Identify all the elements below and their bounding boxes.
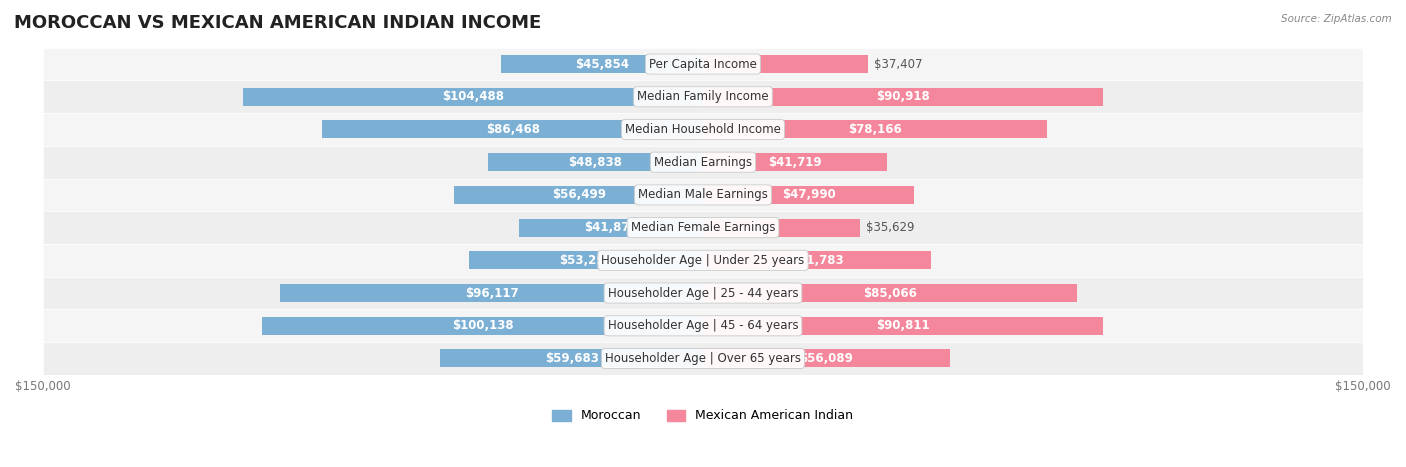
Text: Householder Age | Over 65 years: Householder Age | Over 65 years [605, 352, 801, 365]
Bar [322, 120, 703, 139]
Bar [42, 178, 1364, 211]
Bar [703, 219, 860, 237]
Text: $100,138: $100,138 [451, 319, 513, 333]
Bar [42, 211, 1364, 244]
Legend: Moroccan, Mexican American Indian: Moroccan, Mexican American Indian [547, 404, 859, 427]
Bar [519, 219, 703, 237]
Text: $56,089: $56,089 [800, 352, 853, 365]
Text: MOROCCAN VS MEXICAN AMERICAN INDIAN INCOME: MOROCCAN VS MEXICAN AMERICAN INDIAN INCO… [14, 14, 541, 32]
Bar [42, 277, 1364, 310]
Bar [280, 284, 703, 302]
Bar [703, 88, 1104, 106]
Bar [703, 284, 1077, 302]
Text: Median Male Earnings: Median Male Earnings [638, 188, 768, 201]
Text: Median Female Earnings: Median Female Earnings [631, 221, 775, 234]
Bar [42, 80, 1364, 113]
Bar [42, 342, 1364, 375]
Bar [454, 186, 703, 204]
Text: Householder Age | 45 - 64 years: Householder Age | 45 - 64 years [607, 319, 799, 333]
Bar [263, 317, 703, 335]
Text: $56,499: $56,499 [551, 188, 606, 201]
Bar [42, 310, 1364, 342]
Text: $35,629: $35,629 [866, 221, 915, 234]
Text: $90,918: $90,918 [876, 90, 929, 103]
Text: $47,990: $47,990 [782, 188, 835, 201]
Bar [703, 120, 1047, 139]
Bar [42, 244, 1364, 277]
Text: Householder Age | 25 - 44 years: Householder Age | 25 - 44 years [607, 287, 799, 299]
Bar [703, 349, 950, 368]
Text: Median Household Income: Median Household Income [626, 123, 780, 136]
Text: $37,407: $37,407 [875, 57, 922, 71]
Text: $85,066: $85,066 [863, 287, 917, 299]
Text: $45,854: $45,854 [575, 57, 628, 71]
Bar [703, 153, 887, 171]
Text: $41,872: $41,872 [583, 221, 638, 234]
Text: $78,166: $78,166 [848, 123, 901, 136]
Bar [703, 186, 914, 204]
Text: Per Capita Income: Per Capita Income [650, 57, 756, 71]
Text: $86,468: $86,468 [485, 123, 540, 136]
Text: $41,719: $41,719 [768, 156, 821, 169]
Text: $48,838: $48,838 [568, 156, 623, 169]
Bar [468, 251, 703, 269]
Bar [243, 88, 703, 106]
Bar [703, 251, 931, 269]
Bar [501, 55, 703, 73]
Bar [42, 146, 1364, 178]
Text: Median Family Income: Median Family Income [637, 90, 769, 103]
Text: $104,488: $104,488 [441, 90, 505, 103]
Bar [488, 153, 703, 171]
Bar [703, 55, 868, 73]
Text: $90,811: $90,811 [876, 319, 929, 333]
Text: Median Earnings: Median Earnings [654, 156, 752, 169]
Text: $53,256: $53,256 [560, 254, 613, 267]
Text: $59,683: $59,683 [544, 352, 599, 365]
Bar [42, 48, 1364, 80]
Text: $51,783: $51,783 [790, 254, 844, 267]
Bar [440, 349, 703, 368]
Bar [703, 317, 1102, 335]
Text: Source: ZipAtlas.com: Source: ZipAtlas.com [1281, 14, 1392, 24]
Text: Householder Age | Under 25 years: Householder Age | Under 25 years [602, 254, 804, 267]
Text: $96,117: $96,117 [464, 287, 519, 299]
Bar [42, 113, 1364, 146]
